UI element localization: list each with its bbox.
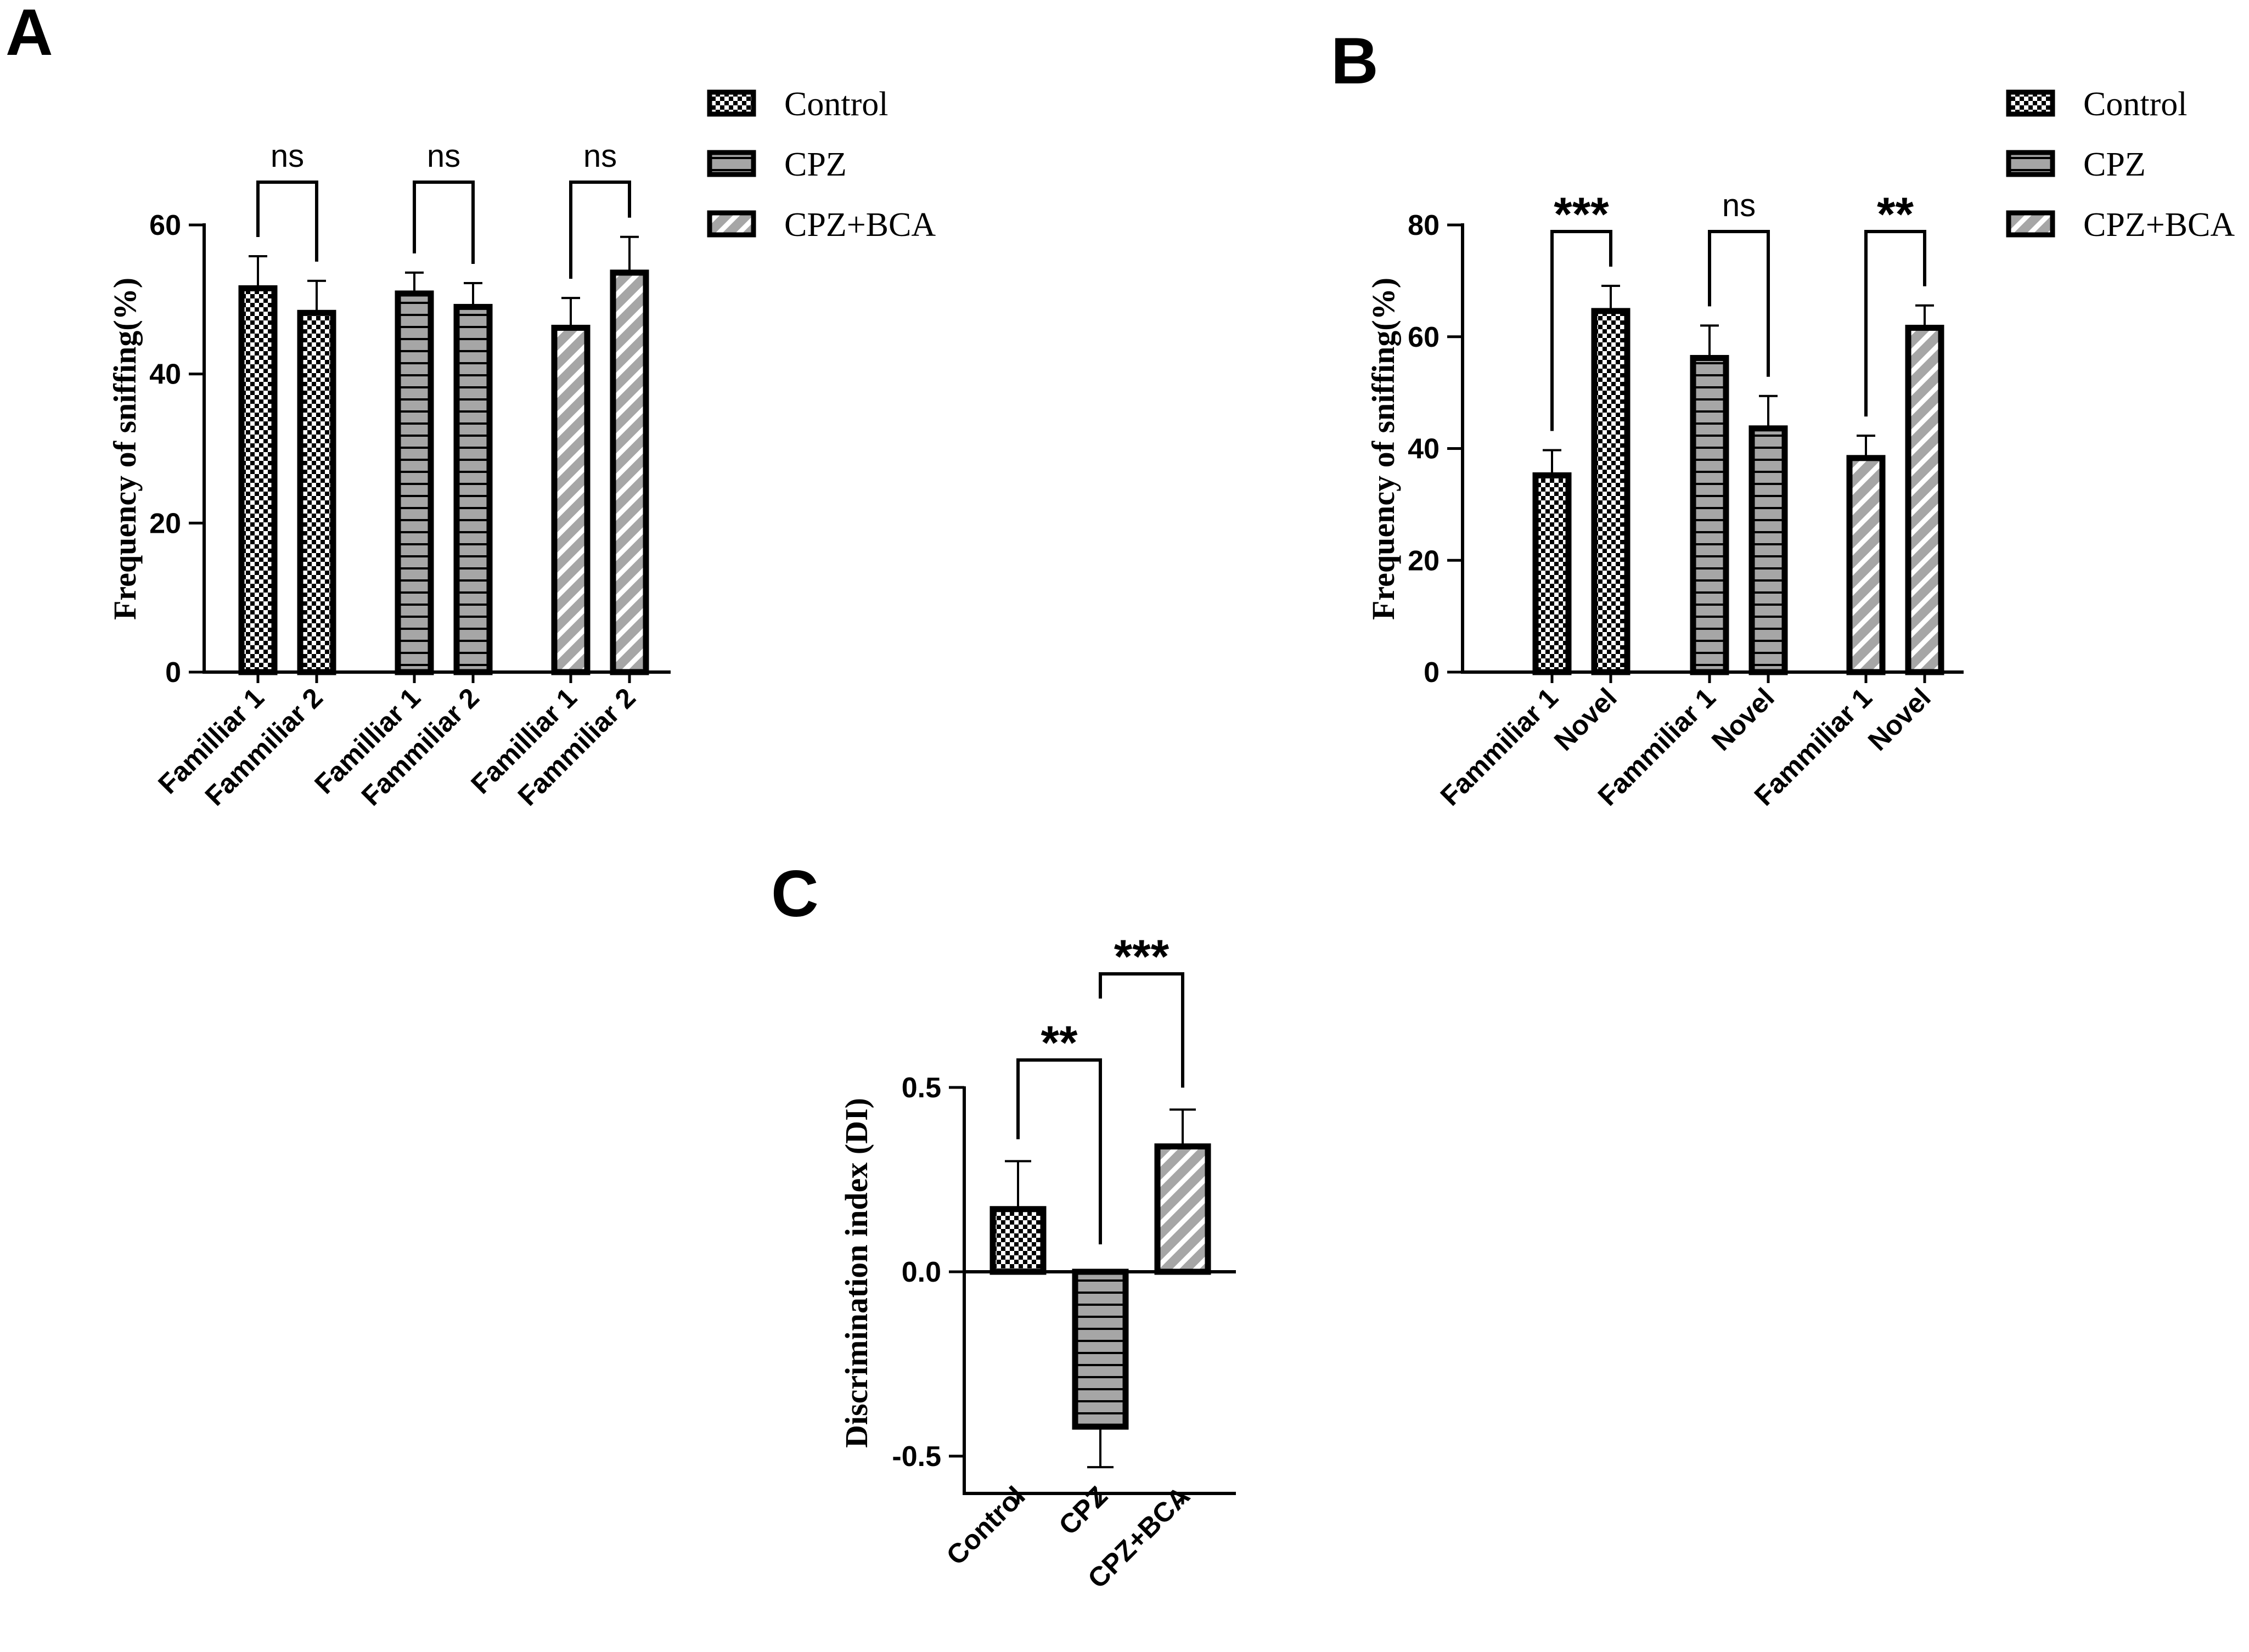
legend-swatch-cpz [2006,150,2055,177]
bar-control [989,1206,1047,1275]
significance-label: *** [1554,188,1609,241]
x-tick-label: CPZ [1053,1480,1113,1541]
panel-b-legend: Control CPZ CPZ+BCA [2006,86,2235,244]
bar-cpz-bca-1 [1846,455,1886,675]
panel-b-letter: B [1331,24,1379,98]
legend-label: CPZ [784,146,847,183]
significance-bracket [1099,972,1184,1088]
panel-b-significance: *** ns ** [1550,188,1926,431]
x-tick-label: Fammiliar 1 [1435,682,1564,811]
significance-bracket [1708,230,1770,377]
significance-label: ** [1877,188,1914,241]
panel-a-legend: Control CPZ CPZ+BCA [707,86,936,244]
bar-cpz-bca-2 [1905,324,1944,675]
panel-b-y-ticks: 0 20 40 60 80 [1408,210,1463,689]
panel-c-bars [989,1108,1211,1469]
panel-a-axes [203,223,671,683]
panel-a-y-ticks: 0 20 40 60 [149,210,204,689]
significance-label: *** [1114,931,1170,983]
bar-cpz-1 [395,290,434,675]
legend-swatch-control [707,89,756,117]
panel-c-y-axis-label: Discrimination index (DI) [839,1098,874,1448]
y-tick-label: 0.5 [902,1072,941,1104]
x-tick-label: Novel [1706,682,1780,757]
bar-cpz-2 [453,303,493,675]
legend-swatch-cpz-bca [2006,210,2055,238]
bar-cpz-1 [1690,354,1729,675]
panel-c-y-ticks: -0.5 0.0 0.5 [892,1072,964,1473]
bar-cpz-bca-2 [610,269,649,675]
bar-cpz-bca-1 [551,324,591,675]
y-tick-label: -0.5 [892,1441,941,1473]
significance-label: ns [583,138,617,174]
legend-label: CPZ+BCA [784,206,936,244]
legend-swatch-control [2006,89,2055,117]
y-tick-label: 40 [149,359,181,391]
significance-bracket [413,181,475,264]
panel-a-y-axis-label: Frequency of sniffing(%) [107,278,143,620]
y-tick-label: 20 [1408,545,1440,577]
panel-b-bars [1532,285,1944,675]
significance-bracket [1016,1058,1102,1244]
y-tick-label: 0.0 [902,1256,941,1288]
significance-label: ns [1722,188,1756,223]
legend-label: Control [784,86,888,123]
significance-label: ns [271,138,304,174]
significance-bracket [1550,230,1612,431]
y-tick-label: 20 [149,508,181,539]
bar-control-2 [1591,308,1630,675]
significance-label: ns [427,138,460,174]
x-tick-label: Novel [1862,682,1937,757]
bar-cpz-2 [1748,425,1788,675]
panel-b-y-axis-label: Frequency of sniffing(%) [1365,278,1401,620]
y-tick-label: 0 [165,657,181,689]
legend-swatch-cpz [707,150,756,177]
y-tick-label: 60 [149,210,181,241]
panel-a-significance: ns ns ns [256,138,631,279]
legend-label: CPZ [2083,146,2146,183]
y-tick-label: 40 [1408,433,1440,465]
significance-bracket [1864,230,1926,417]
x-tick-label: Novel [1548,682,1623,757]
significance-label: ** [1041,1017,1078,1069]
panel-c-axes [963,1086,1236,1504]
bar-cpz [1072,1268,1129,1430]
panel-a-letter: A [5,0,53,69]
bar-control-1 [238,285,278,675]
y-tick-label: 80 [1408,210,1440,241]
panel-c-significance: ***** [1016,931,1184,1244]
legend-swatch-cpz-bca [707,210,756,238]
y-tick-label: 60 [1408,322,1440,353]
bar-cpz-bca [1154,1143,1211,1275]
panel-c-letter: C [771,857,819,931]
bar-control-2 [297,309,336,675]
significance-bracket [256,181,318,262]
y-tick-label: 0 [1424,657,1440,689]
bar-control-1 [1532,472,1572,675]
legend-label: Control [2083,86,2187,123]
significance-bracket [569,181,631,279]
panel-a-bars [238,235,649,675]
legend-label: CPZ+BCA [2083,206,2235,244]
